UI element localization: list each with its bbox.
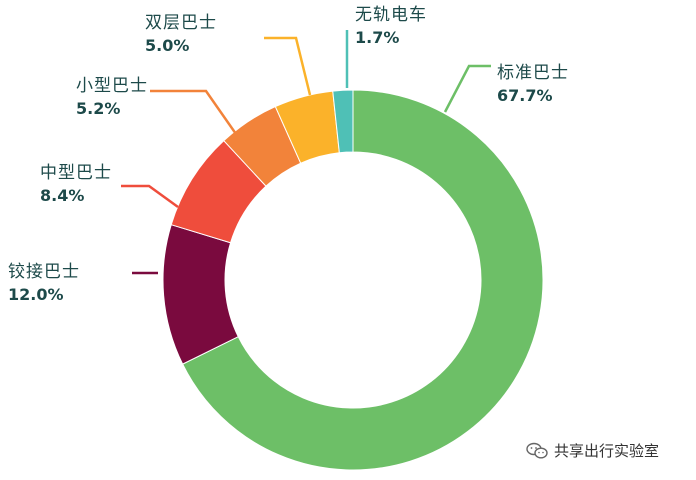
slice-value-label-2: 8.4% <box>40 186 84 205</box>
slice-label-0: 标准巴士 <box>497 63 569 83</box>
leader-line-4 <box>264 36 312 96</box>
slice-label-5: 无轨电车 <box>355 5 427 25</box>
pie-slice-5 <box>332 89 354 154</box>
watermark: 共享出行实验室 <box>526 440 659 461</box>
leader-line-3 <box>150 89 238 135</box>
slice-label-2: 中型巴士 <box>40 163 112 183</box>
slice-value-label-1: 12.0% <box>8 285 64 304</box>
slice-label-4: 双层巴士 <box>145 13 217 33</box>
watermark-text: 共享出行实验室 <box>554 442 660 460</box>
slice-value-label-3: 5.2% <box>76 99 120 118</box>
pie-slice-0 <box>181 89 544 471</box>
wechat-icon <box>526 442 548 459</box>
leader-line-0 <box>443 64 491 113</box>
leader-line-2 <box>121 184 179 209</box>
slice-label-3: 小型巴士 <box>76 76 148 96</box>
slice-value-label-0: 67.7% <box>497 86 553 105</box>
slice-value-label-5: 1.7% <box>355 28 399 47</box>
slice-value-label-4: 5.0% <box>145 36 189 55</box>
slice-label-1: 铰接巴士 <box>8 262 80 282</box>
